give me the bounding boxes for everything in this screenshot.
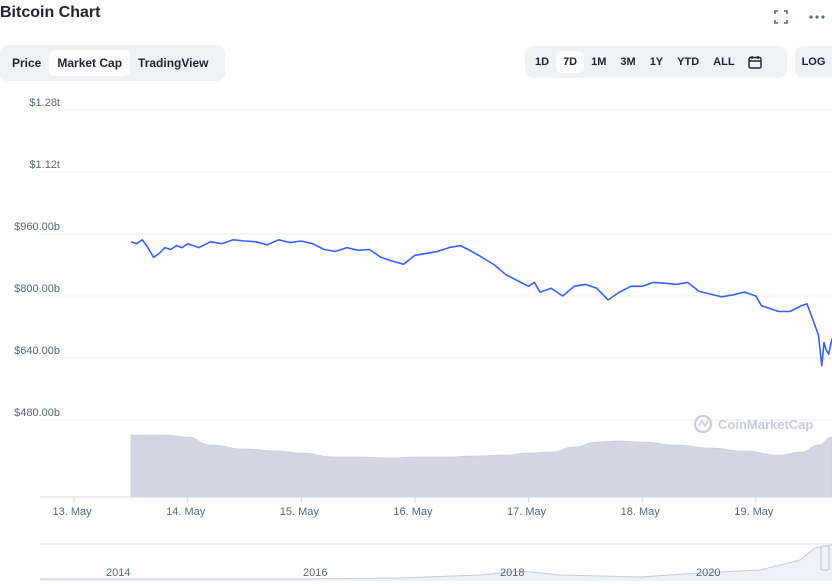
chart-toolbar	[770, 6, 828, 28]
x-tick-label: 13. May	[53, 506, 93, 518]
y-tick-label: $1.12t	[29, 159, 60, 171]
calendar-icon[interactable]	[742, 50, 768, 74]
x-tick-label: 15. May	[280, 506, 320, 518]
range-ytd[interactable]: YTD	[677, 56, 700, 68]
navigator-label: 2014	[106, 567, 130, 579]
navigator: 2014 2016 2018 2020	[40, 543, 832, 581]
watermark-text: CoinMarketCap	[718, 417, 813, 432]
x-tick-label: 19. May	[734, 506, 774, 518]
y-tick-label: $480.00b	[14, 407, 60, 419]
page-title: Bitcoin Chart	[0, 4, 101, 21]
more-horizontal-icon[interactable]	[806, 6, 828, 28]
x-tick-label: 17. May	[507, 506, 547, 518]
x-tick-label: 18. May	[621, 506, 661, 518]
range-1y[interactable]: 1Y	[649, 56, 664, 68]
x-tick-label: 16. May	[393, 506, 433, 518]
fullscreen-icon[interactable]	[770, 6, 792, 28]
navigator-label: 2016	[303, 567, 327, 579]
navigator-label: 2020	[696, 567, 720, 579]
chart-type-tabs: Price Market Cap TradingView	[0, 45, 225, 81]
volume-area	[130, 434, 832, 498]
tab-market-cap[interactable]: Market Cap	[49, 50, 131, 76]
y-tick-label: $640.00b	[14, 345, 60, 357]
y-tick-label: $960.00b	[14, 221, 60, 233]
range-7d[interactable]: 7D	[556, 51, 585, 73]
y-tick-label: $1.28t	[29, 97, 60, 109]
range-1d[interactable]: 1D	[535, 56, 550, 68]
navigator-handle[interactable]	[820, 545, 830, 571]
log-scale-button[interactable]: LOG	[795, 46, 832, 78]
tab-tradingview[interactable]: TradingView	[138, 56, 209, 70]
tab-price[interactable]: Price	[12, 56, 42, 70]
navigator-label: 2018	[500, 567, 524, 579]
y-tick-label: $800.00b	[14, 283, 60, 295]
range-all[interactable]: ALL	[713, 56, 735, 68]
market-cap-line	[130, 239, 832, 367]
watermark: CoinMarketCap	[693, 414, 813, 434]
range-3m[interactable]: 3M	[620, 56, 636, 68]
range-1m[interactable]: 1M	[591, 56, 607, 68]
range-tabs: 1D 7D 1M 3M 1Y YTD ALL	[525, 46, 787, 78]
x-tick-label: 14. May	[166, 506, 206, 518]
